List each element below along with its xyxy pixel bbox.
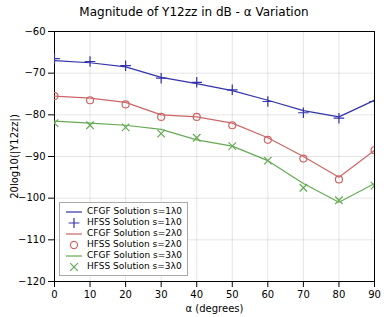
svg-text:70: 70	[297, 289, 310, 300]
svg-text:80: 80	[333, 289, 346, 300]
svg-text:−120: −120	[18, 276, 45, 287]
svg-text:60: 60	[261, 289, 274, 300]
html-text:CFGF Solution s=2λ0: CFGF Solution s=2λ0	[87, 228, 182, 238]
html-text:CFGF Solution s=1λ0: CFGF Solution s=1λ0	[87, 206, 182, 216]
html-text:HFSS Solution s=1λ0: HFSS Solution s=1λ0	[87, 217, 182, 227]
svg-text:20: 20	[119, 289, 132, 300]
svg-text:20log10(|Y12zz|): 20log10(|Y12zz|)	[9, 114, 21, 199]
svg-text:0: 0	[51, 289, 57, 300]
svg-text:30: 30	[155, 289, 168, 300]
html-text:CFGF Solution s=3λ0: CFGF Solution s=3λ0	[87, 250, 182, 260]
svg-text:−90: −90	[24, 151, 45, 162]
svg-text:α (degrees): α (degrees)	[186, 303, 244, 314]
svg-text:90: 90	[368, 289, 381, 300]
svg-text:50: 50	[226, 289, 239, 300]
svg-text:−70: −70	[24, 67, 45, 78]
svg-text:10: 10	[84, 289, 97, 300]
svg-text:40: 40	[190, 289, 203, 300]
svg-text:−60: −60	[24, 26, 45, 37]
svg-text:−80: −80	[24, 109, 45, 120]
html-text:HFSS Solution s=3λ0: HFSS Solution s=3λ0	[87, 261, 182, 271]
html-text:HFSS Solution s=2λ0: HFSS Solution s=2λ0	[87, 239, 182, 249]
svg-text:−110: −110	[18, 234, 45, 245]
svg-text:−100: −100	[18, 192, 45, 203]
html-text:Magnitude of Y12zz in dB - α V: Magnitude of Y12zz in dB - α Variation	[79, 5, 309, 19]
